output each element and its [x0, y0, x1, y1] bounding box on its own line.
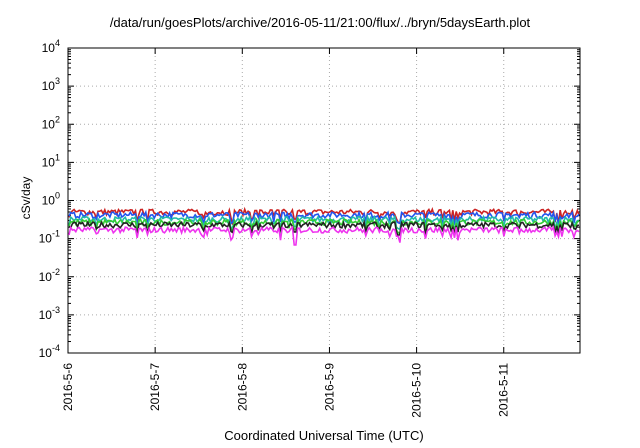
y-tick-label: 10-4	[39, 343, 60, 360]
y-tick-label: 10-3	[39, 305, 60, 322]
x-tick-label: 2016-5-10	[410, 363, 424, 418]
x-tick-label: 2016-5-8	[235, 363, 249, 411]
y-tick-label: 103	[42, 76, 60, 93]
series-line-5	[68, 219, 580, 238]
series-group	[68, 206, 580, 246]
y-tick-label: 104	[42, 38, 60, 55]
y-tick-label: 101	[42, 152, 60, 169]
series-line-4	[68, 216, 580, 235]
x-tick-label: 2016-5-11	[497, 363, 511, 417]
x-tick-label: 2016-5-7	[148, 363, 162, 411]
x-axis-label: Coordinated Universal Time (UTC)	[224, 428, 424, 443]
y-tick-label: 10-1	[39, 229, 60, 246]
series-line-3	[68, 213, 580, 233]
x-tick-label: 2016-5-6	[61, 363, 75, 411]
x-tick-label: 2016-5-9	[322, 363, 336, 411]
chart-title: /data/run/goesPlots/archive/2016-05-11/2…	[109, 15, 531, 30]
series-line-6	[68, 225, 580, 246]
y-tick-label: 102	[42, 114, 60, 131]
y-tick-label: 10-2	[39, 267, 60, 284]
series-line-1	[68, 206, 580, 225]
y-tick-label: 100	[42, 191, 60, 208]
